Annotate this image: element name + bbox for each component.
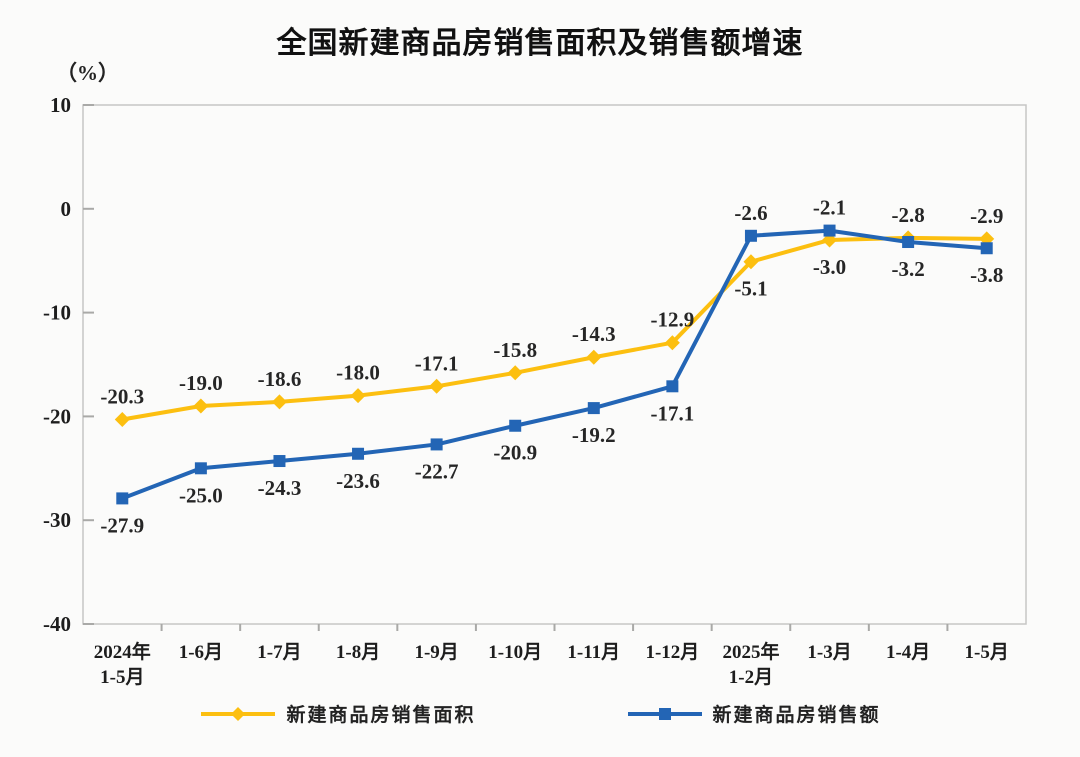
data-label: -2.9 — [970, 204, 1003, 228]
legend-label-sales-amount: 新建商品房销售额 — [712, 705, 881, 726]
data-point-marker — [744, 229, 757, 242]
x-category-label: 2025年 1-2月 — [722, 640, 779, 688]
data-point-marker — [430, 438, 443, 451]
data-point-marker — [980, 242, 993, 255]
data-label: -18.0 — [336, 361, 380, 385]
data-point-marker — [823, 224, 836, 237]
data-label: -27.9 — [100, 513, 144, 537]
data-label: -3.2 — [892, 257, 925, 281]
data-point-marker — [193, 398, 209, 414]
data-label: -25.0 — [179, 483, 223, 507]
data-point-marker — [429, 378, 445, 394]
y-tick-label: -30 — [43, 508, 71, 532]
x-category-label: 1-4月 — [886, 642, 930, 663]
data-point-marker — [664, 335, 680, 351]
data-label: -19.0 — [179, 371, 223, 395]
y-tick-label: 0 — [61, 197, 72, 221]
data-point-marker — [273, 455, 286, 468]
data-label: -12.9 — [651, 308, 695, 332]
data-label: -24.3 — [258, 476, 302, 500]
data-point-marker — [586, 349, 602, 365]
data-label: -14.3 — [572, 322, 616, 346]
data-label: -3.0 — [813, 255, 846, 279]
x-category-label: 1-6月 — [179, 642, 223, 663]
series-line-0 — [121, 235, 987, 422]
x-category-label: 1-7月 — [257, 642, 301, 663]
x-category-label: 1-10月 — [488, 642, 542, 663]
y-tick-label: -20 — [43, 404, 71, 428]
data-point-marker — [509, 419, 522, 432]
sales-amount-line-square-icon — [627, 707, 702, 720]
data-point-marker — [116, 492, 129, 505]
data-point-marker — [743, 254, 759, 270]
chart-legend: 新建商品房销售面积 新建商品房销售额 — [0, 700, 1080, 727]
x-category-label: 1-11月 — [567, 642, 620, 663]
data-label: -19.2 — [572, 423, 616, 447]
data-point-marker — [350, 388, 366, 404]
data-point-marker — [902, 236, 915, 249]
series-line-1 — [121, 228, 987, 501]
data-label: -5.1 — [734, 277, 767, 301]
data-point-marker — [114, 412, 130, 428]
data-label: -17.1 — [415, 351, 459, 375]
data-label: -17.1 — [651, 401, 695, 425]
data-point-marker — [194, 462, 207, 475]
x-category-label: 1-5月 — [965, 642, 1009, 663]
x-category-label: 1-8月 — [336, 642, 380, 663]
data-point-marker — [666, 380, 679, 393]
data-point-marker — [507, 365, 523, 381]
data-label: -3.8 — [970, 263, 1003, 287]
data-label: -23.6 — [336, 469, 380, 493]
legend-item-sales-amount: 新建商品房销售额 — [626, 700, 881, 727]
x-category-label: 1-12月 — [645, 642, 699, 663]
y-tick-label: 10 — [50, 93, 71, 117]
legend-label-sales-area: 新建商品房销售面积 — [286, 705, 476, 726]
y-tick-label: -40 — [43, 612, 71, 636]
data-point-marker — [271, 394, 287, 410]
data-label: -15.8 — [493, 338, 537, 362]
data-label: -20.9 — [493, 441, 537, 465]
data-label: -18.6 — [258, 367, 302, 391]
data-label: -2.8 — [892, 203, 925, 227]
data-label: -20.3 — [100, 385, 144, 409]
y-tick-label: -10 — [43, 301, 71, 325]
sales-area-line-diamond-icon — [201, 706, 276, 721]
data-label: -22.7 — [415, 459, 459, 483]
chart-title: 全国新建商品房销售面积及销售额增速 — [276, 27, 804, 60]
data-label: -2.1 — [813, 196, 846, 220]
legend-item-sales-area: 新建商品房销售面积 — [199, 700, 475, 727]
x-category-label: 1-3月 — [807, 642, 851, 663]
line-chart-plot-area: 10 0 -10 -20 -30 -40 2024年 1-5月 1-6月 1-7月 1-8月 1-9月… — [43, 93, 1027, 688]
data-point-marker — [587, 402, 600, 415]
x-category-label: 1-9月 — [414, 642, 458, 663]
y-axis-unit-label: （%） — [56, 61, 119, 85]
data-point-marker — [352, 447, 365, 460]
x-category-label: 2024年 1-5月 — [94, 640, 151, 688]
data-label: -2.6 — [734, 201, 767, 225]
